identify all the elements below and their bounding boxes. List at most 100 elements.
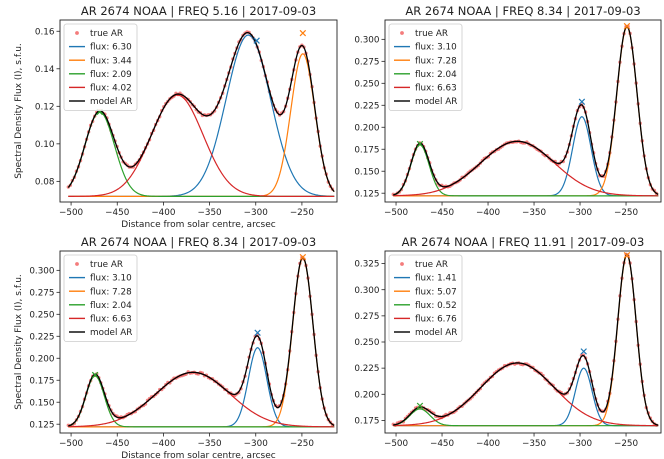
y-axis-label: Spectral Density Flux (I), s.f.u.	[14, 274, 24, 410]
subplot-bottom-left: −500 −450 −400 −350 −300 −250 0.125 0.150 0.175 0…	[14, 235, 338, 459]
axes-frame	[59, 250, 338, 434]
x-tick-label: −500	[384, 208, 409, 218]
x-tick-label: −450	[105, 208, 130, 218]
legend-entry: true AR	[75, 29, 123, 39]
legend: true AR flux: 3.10 flux: 7.28 flux: 2.04 flu…	[388, 23, 463, 111]
component-curve	[393, 144, 659, 197]
y-tick-label: 0.125	[354, 189, 379, 199]
subplot-top-right: −500 −450 −400 −350 −300 −250 0.125 0.150 0.175 0…	[354, 4, 662, 218]
x-tick-label: −350	[197, 439, 222, 449]
peak-marker	[299, 29, 307, 37]
x-tick-label: −300	[244, 439, 269, 449]
peak-marker	[91, 371, 99, 379]
x-tick-label: −250	[614, 439, 639, 449]
x-tick-label: −250	[290, 208, 315, 218]
legend-entry: flux: 6.63	[394, 84, 457, 94]
legend-entry: flux: 2.04	[69, 301, 132, 311]
legend-label: true AR	[90, 29, 123, 39]
legend-label: flux: 6.63	[90, 315, 132, 325]
legend-label: flux: 0.52	[415, 301, 457, 311]
legend-label: flux: 6.63	[415, 84, 457, 94]
legend-entry: flux: 6.30	[69, 43, 132, 53]
x-tick-label: −300	[244, 208, 269, 218]
y-tick-label: 0.08	[35, 177, 55, 187]
legend-label: model AR	[415, 97, 457, 107]
legend-label: flux: 1.41	[415, 274, 457, 284]
y-tick-label: 0.200	[354, 123, 380, 133]
x-axis-label: Distance from solar centre, arcsec	[121, 451, 275, 459]
y-axis-label: Spectral Density Flux (I), s.f.u.	[14, 43, 24, 179]
x-tick-label: −350	[522, 439, 547, 449]
legend-label: flux: 2.04	[415, 70, 457, 80]
legend-entry: true AR	[400, 29, 448, 39]
chart-title: AR 2674 NOAA | FREQ 8.34 | 2017-09-03	[405, 4, 640, 18]
legend-entry: flux: 6.63	[69, 315, 132, 325]
x-tick-label: −500	[59, 208, 84, 218]
legend: true AR flux: 3.10 flux: 7.28 flux: 2.04 flu…	[63, 254, 138, 342]
legend-label: model AR	[415, 328, 457, 338]
legend-box	[388, 254, 463, 342]
legend-entry: flux: 3.10	[69, 274, 132, 284]
x-tick-label: −450	[105, 439, 130, 449]
x-tick-label: −500	[384, 439, 409, 449]
peak-marker	[254, 329, 261, 336]
legend: true AR flux: 6.30 flux: 3.44 flux: 2.09 flu…	[63, 23, 138, 111]
legend-entry: model AR	[394, 328, 457, 338]
legend-entry: flux: 4.02	[69, 84, 132, 94]
x-tick-label: −300	[568, 208, 593, 218]
y-tick-label: 0.175	[29, 376, 54, 386]
legend-entry: true AR	[400, 260, 448, 270]
y-tick-label: 0.150	[354, 167, 380, 177]
y-tick-label: 0.10	[35, 140, 55, 150]
legend-label: true AR	[415, 29, 448, 39]
chart-title: AR 2674 NOAA | FREQ 11.91 | 2017-09-03	[402, 235, 645, 249]
y-tick-label: 0.14	[35, 65, 55, 75]
x-tick-label: −250	[614, 208, 639, 218]
legend-label: flux: 2.04	[90, 301, 132, 311]
y-tick-label: 0.225	[354, 101, 379, 111]
y-tick-label: 0.12	[35, 102, 55, 112]
y-tick-label: 0.325	[354, 260, 379, 270]
y-tick-label: 0.250	[29, 310, 55, 320]
y-tick-label: 0.300	[354, 286, 380, 296]
x-tick-label: −450	[430, 439, 455, 449]
legend-marker	[400, 262, 404, 266]
legend-entry: flux: 3.44	[69, 56, 132, 66]
legend-label: flux: 3.10	[415, 43, 457, 53]
legend-label: flux: 3.10	[90, 274, 132, 284]
peak-marker	[416, 140, 424, 148]
x-tick-label: −350	[197, 208, 222, 218]
x-tick-label: −250	[290, 439, 315, 449]
subplot-bottom-right: −500 −450 −400 −350 −300 −250 0.175 0.200 0.225 0…	[354, 235, 662, 449]
component-curve	[393, 408, 659, 427]
legend-marker	[75, 31, 79, 35]
legend-entry: model AR	[69, 97, 132, 107]
legend-box	[388, 23, 463, 111]
legend-entry: flux: 3.10	[394, 43, 457, 53]
y-tick-label: 0.16	[35, 27, 55, 37]
model-ar-line	[67, 31, 335, 193]
plot-content	[66, 29, 335, 197]
y-tick-label: 0.225	[29, 332, 54, 342]
x-axis-label: Distance from solar centre, arcsec	[121, 220, 275, 230]
chart-title: AR 2674 NOAA | FREQ 5.16 | 2017-09-03	[81, 4, 316, 18]
legend-entry: flux: 5.07	[394, 287, 457, 297]
y-tick-label: 0.200	[29, 354, 55, 364]
peak-marker	[416, 402, 424, 410]
y-tick-label: 0.175	[354, 417, 379, 427]
component-curve	[68, 375, 335, 428]
legend-box	[63, 23, 138, 111]
x-tick-label: −300	[568, 439, 593, 449]
model-ar-line	[393, 25, 659, 196]
peak-marker	[623, 22, 631, 30]
legend-entry: flux: 2.04	[394, 70, 457, 80]
x-tick-label: −500	[59, 439, 84, 449]
legend-label: flux: 5.07	[415, 287, 457, 297]
y-tick-label: 0.300	[354, 35, 380, 45]
legend-box	[63, 254, 138, 342]
plot-content	[391, 251, 659, 428]
legend-label: flux: 6.30	[90, 43, 132, 53]
subplot-top-left: −500 −450 −400 −350 −300 −250 0.08 0.10 0.12 0.14…	[14, 4, 338, 230]
legend: true AR flux: 1.41 flux: 5.07 flux: 0.52 flu…	[388, 254, 463, 342]
